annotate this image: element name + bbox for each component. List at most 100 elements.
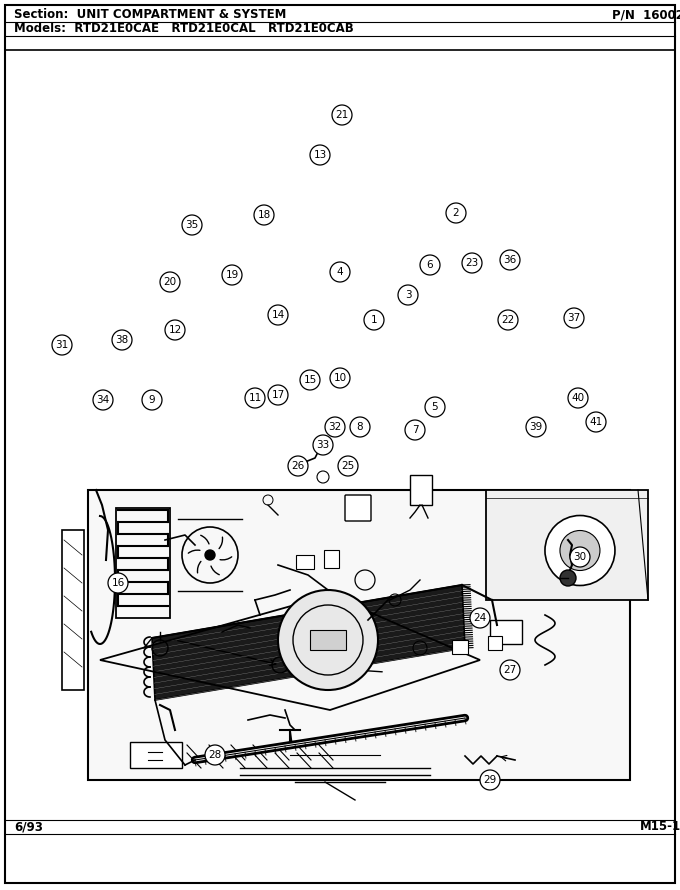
Text: 30: 30 (573, 552, 587, 562)
Circle shape (52, 335, 72, 355)
Circle shape (300, 370, 320, 390)
Circle shape (330, 368, 350, 388)
Text: 19: 19 (225, 270, 239, 280)
Circle shape (338, 456, 358, 476)
Text: 40: 40 (571, 393, 585, 403)
FancyBboxPatch shape (88, 490, 630, 780)
Circle shape (570, 547, 590, 567)
Text: 35: 35 (186, 220, 199, 230)
Circle shape (330, 262, 350, 282)
FancyBboxPatch shape (324, 550, 339, 568)
FancyBboxPatch shape (452, 640, 468, 654)
Text: 20: 20 (163, 277, 177, 287)
Text: M15-11: M15-11 (640, 821, 680, 834)
Circle shape (350, 417, 370, 437)
FancyBboxPatch shape (310, 630, 346, 650)
Circle shape (332, 105, 352, 125)
Circle shape (205, 745, 225, 765)
Circle shape (160, 272, 180, 292)
Circle shape (254, 205, 274, 225)
Circle shape (545, 515, 615, 586)
Text: 36: 36 (503, 255, 517, 265)
Text: 32: 32 (328, 422, 341, 432)
Text: 3: 3 (405, 290, 411, 300)
Text: 24: 24 (473, 613, 487, 623)
Text: 27: 27 (503, 665, 517, 675)
Circle shape (420, 255, 440, 275)
Text: 18: 18 (257, 210, 271, 220)
Circle shape (500, 660, 520, 680)
Text: 16: 16 (112, 578, 124, 588)
Text: Models:  RTD21E0CAE   RTD21E0CAL   RTD21E0CAB: Models: RTD21E0CAE RTD21E0CAL RTD21E0CAB (14, 22, 354, 36)
Text: 28: 28 (208, 750, 222, 760)
Circle shape (165, 320, 185, 340)
Text: 38: 38 (116, 335, 129, 345)
Text: 33: 33 (316, 440, 330, 450)
Circle shape (498, 310, 518, 330)
FancyBboxPatch shape (62, 530, 84, 690)
Circle shape (182, 215, 202, 235)
Circle shape (526, 417, 546, 437)
Circle shape (405, 420, 425, 440)
Circle shape (586, 412, 606, 432)
Circle shape (446, 203, 466, 223)
Circle shape (310, 145, 330, 165)
FancyBboxPatch shape (5, 5, 675, 883)
Text: 7: 7 (411, 425, 418, 435)
Circle shape (500, 250, 520, 270)
Text: 12: 12 (169, 325, 182, 335)
Text: 17: 17 (271, 390, 285, 400)
Text: P/N  16002025: P/N 16002025 (612, 9, 680, 21)
Text: 37: 37 (567, 313, 581, 323)
Polygon shape (152, 585, 465, 700)
FancyBboxPatch shape (486, 490, 648, 600)
FancyBboxPatch shape (490, 620, 522, 644)
FancyBboxPatch shape (296, 555, 314, 569)
Circle shape (560, 570, 576, 586)
Circle shape (364, 310, 384, 330)
Circle shape (480, 770, 500, 790)
Circle shape (462, 253, 482, 273)
Circle shape (222, 265, 242, 285)
Text: 23: 23 (465, 258, 479, 268)
Text: 1: 1 (371, 315, 377, 325)
FancyBboxPatch shape (488, 636, 502, 650)
Text: 22: 22 (501, 315, 515, 325)
Circle shape (142, 390, 162, 410)
Text: 26: 26 (291, 461, 305, 471)
Text: 11: 11 (248, 393, 262, 403)
Circle shape (108, 573, 128, 593)
Circle shape (564, 308, 584, 328)
Text: 34: 34 (97, 395, 109, 405)
Text: 29: 29 (483, 775, 496, 785)
Text: 14: 14 (271, 310, 285, 320)
Circle shape (205, 550, 215, 560)
FancyBboxPatch shape (130, 742, 182, 768)
Circle shape (288, 456, 308, 476)
Text: 6: 6 (426, 260, 433, 270)
Text: 39: 39 (529, 422, 543, 432)
Text: 6/93: 6/93 (14, 821, 43, 834)
Circle shape (398, 285, 418, 305)
Circle shape (268, 385, 288, 405)
Text: 15: 15 (303, 375, 317, 385)
Circle shape (313, 435, 333, 455)
Text: 2: 2 (453, 208, 459, 218)
Text: 10: 10 (333, 373, 347, 383)
Circle shape (470, 608, 490, 628)
Circle shape (278, 590, 378, 690)
Circle shape (568, 388, 588, 408)
Circle shape (93, 390, 113, 410)
Text: 21: 21 (335, 110, 349, 120)
Text: 41: 41 (590, 417, 602, 427)
Circle shape (112, 330, 132, 350)
Text: 31: 31 (55, 340, 69, 350)
FancyBboxPatch shape (345, 495, 371, 521)
Circle shape (560, 530, 600, 570)
Circle shape (245, 388, 265, 408)
Text: 8: 8 (357, 422, 363, 432)
Text: 4: 4 (337, 267, 343, 277)
Text: 25: 25 (341, 461, 355, 471)
FancyBboxPatch shape (410, 475, 432, 505)
Circle shape (325, 417, 345, 437)
